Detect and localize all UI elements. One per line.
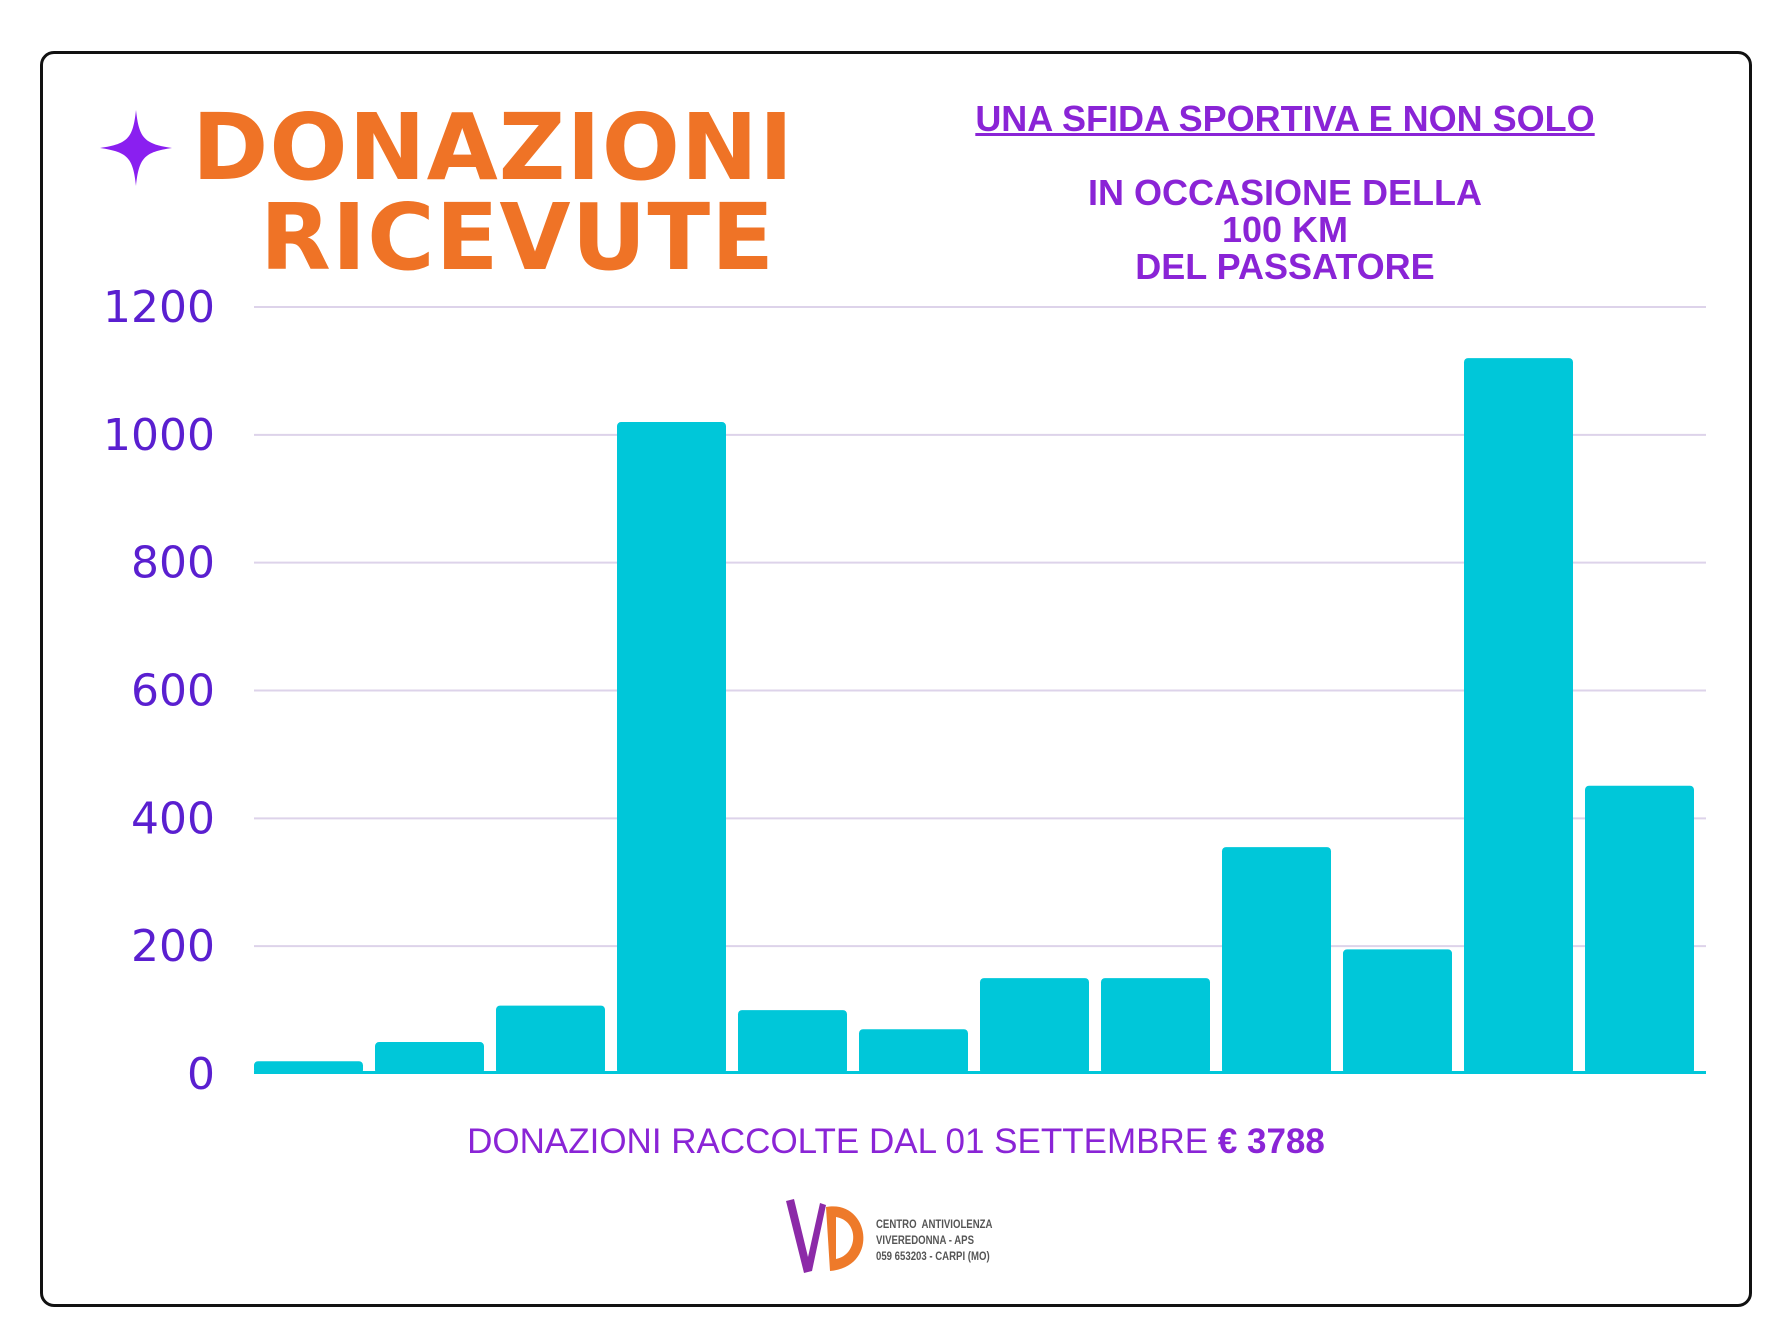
logo-line-3: 059 653203 - CARPI (MO) (876, 1249, 990, 1263)
bar-5 (738, 1010, 847, 1074)
poster-frame (40, 51, 1752, 1307)
bar-4 (617, 422, 726, 1074)
logo-line-2: VIVEREDONNA - APS (876, 1233, 974, 1247)
bar-7 (980, 978, 1089, 1074)
bar-9 (1222, 847, 1331, 1074)
bar-8 (1101, 978, 1210, 1074)
footer-total: € 3788 (1217, 1122, 1325, 1161)
x-axis-baseline (254, 1071, 1706, 1074)
logo-text: CENTRO ANTIVIOLENZA VIVEREDONNA - APS 05… (876, 1216, 992, 1264)
bar-2 (375, 1042, 484, 1074)
logo-line-1: CENTRO ANTIVIOLENZA (876, 1217, 993, 1231)
subtitle-headline: UNA SFIDA SPORTIVA E NON SOLO (975, 98, 1595, 139)
bar-3 (496, 1005, 605, 1074)
y-tick-label: 400 (131, 793, 215, 844)
title-line-2: RICEVUTE (260, 184, 775, 291)
footer-text: DONAZIONI RACCOLTE DAL 01 SETTEMBRE (467, 1122, 1209, 1161)
sparkle-star-icon (100, 110, 172, 186)
footer-caption: DONAZIONI RACCOLTE DAL 01 SETTEMBRE € 37… (0, 1122, 1792, 1162)
bar-11 (1464, 358, 1573, 1075)
y-tick-label: 600 (131, 666, 215, 717)
subtitle-line-2: 100 KM (1221, 209, 1349, 250)
bar-10 (1343, 949, 1452, 1074)
y-tick-label: 200 (131, 921, 215, 972)
y-tick-label: 800 (131, 538, 215, 589)
subtitle-line-3: DEL PASSATORE (1135, 246, 1435, 287)
bar-6 (859, 1029, 968, 1074)
logo-mark (786, 1199, 864, 1273)
y-tick-label: 0 (187, 1049, 215, 1100)
subtitle-line-1: IN OCCASIONE DELLA (1087, 172, 1482, 213)
bar-12 (1585, 785, 1694, 1074)
y-tick-label: 1200 (103, 282, 215, 333)
y-tick-label: 1000 (103, 410, 215, 461)
title-line-1: DONAZIONI (192, 94, 795, 201)
bar-1 (254, 1061, 363, 1074)
